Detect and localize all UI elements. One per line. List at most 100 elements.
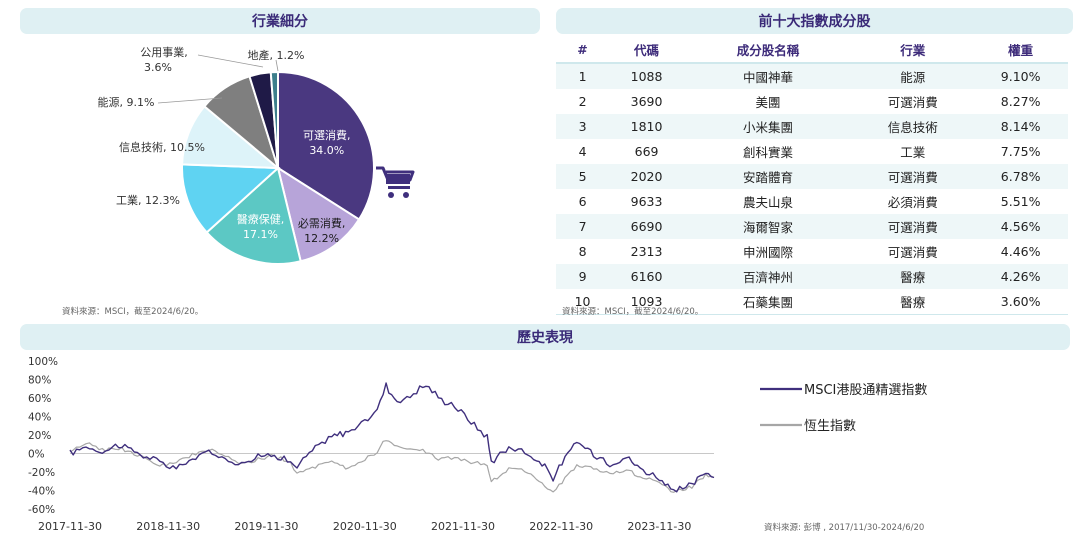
table-cell: 3690 — [630, 94, 663, 109]
table-cell: 4 — [578, 144, 587, 159]
table-cell: 8.14% — [973, 114, 1068, 139]
table-header-cell: 權重 — [973, 37, 1068, 64]
table-cell: 9 — [556, 264, 610, 289]
table-cell: 7 — [556, 214, 610, 239]
x-tick-label: 2021-11-30 — [431, 520, 495, 533]
table-cell: 工業 — [900, 145, 926, 160]
table-cell: 6.78% — [973, 164, 1068, 189]
industry-banner: 行業細分 — [20, 8, 540, 34]
table-header-cell: 行業 — [852, 37, 974, 64]
table-cell: 農夫山泉 — [743, 195, 794, 210]
pie-label-name-1: 必需消費, — [298, 216, 346, 230]
table-cell: 8 — [578, 244, 587, 259]
table-cell: 4.56% — [973, 214, 1068, 239]
legend-label-0: MSCI港股通精選指數 — [804, 383, 927, 398]
pie-slice-7 — [269, 70, 279, 169]
series-line-0 — [69, 382, 715, 493]
table-header-row: # 代碼 成分股名稱 行業 權重 — [556, 37, 1068, 64]
industry-pie-chart: 可選消費, 34.0% 必需消費, 12.2% 醫療保健, 17.1% 工業, 12.3% 信… — [98, 46, 415, 265]
y-tick-label: 0% — [28, 449, 45, 461]
shopping-cart-icon — [376, 166, 415, 198]
top10-title: 前十大指數成分股 — [758, 14, 871, 30]
table-cell: 百濟神州 — [684, 264, 853, 289]
table-cell: 6690 — [609, 214, 685, 239]
pie-leader-line-6 — [197, 54, 264, 68]
pie-label-3: 工業, 12.3% — [116, 194, 180, 207]
table-cell: 醫療 — [852, 289, 974, 315]
table-cell: 6160 — [609, 264, 685, 289]
top10-source: 資料來源：MSCI，截至2024/6/20。 — [562, 307, 704, 317]
table-cell: 小米集團 — [684, 114, 853, 139]
y-tick-label: 100% — [28, 356, 58, 368]
x-tick-label: 2023-11-30 — [627, 520, 691, 533]
table-cell: 3 — [556, 114, 610, 139]
table-row: 6 9633 農夫山泉 必須消費 5.51% — [556, 189, 1068, 214]
table-row: 2 3690 美團 可選消費 8.27% — [556, 89, 1068, 114]
table-body: 1 1088 中國神華 能源 9.10% 2 3690 美團 可選消費 8.27% 3 1810 小米集… — [556, 63, 1068, 315]
table-cell: 安踏體育 — [684, 164, 853, 189]
x-tick-label: 2018-11-30 — [136, 520, 200, 533]
table-cell: 5.51% — [1000, 194, 1041, 209]
top10-table: # 代碼 成分股名稱 行業 權重 1 1088 中國神華 能源 9.10% 2 3690 美團 可選消費… — [556, 37, 1068, 315]
table-cell: 海爾智家 — [684, 214, 853, 239]
y-tick-label: -40% — [28, 486, 55, 498]
table-cell: 申洲國際 — [743, 245, 794, 260]
x-tick-label: 2017-11-30 — [38, 520, 102, 533]
legend-label-1: 恆生指數 — [804, 419, 856, 434]
pie-label-4: 信息技術, 10.5% — [119, 140, 205, 154]
table-cell: 石藥集團 — [684, 289, 853, 315]
pie-slice-2 — [205, 166, 302, 265]
table-cell: 6 — [578, 194, 587, 209]
table-row: 3 1810 小米集團 信息技術 8.14% — [556, 114, 1068, 139]
table-row: 4 669 創科實業 工業 7.75% — [556, 139, 1068, 164]
table-row: 7 6690 海爾智家 可選消費 4.56% — [556, 214, 1068, 239]
pie-label-5: 能源, 9.1% — [98, 95, 155, 109]
top10-banner: 前十大指數成分股 — [556, 8, 1073, 34]
table-row: 10 1093 石藥集團 醫療 3.60% — [556, 289, 1068, 315]
table-cell: 必須消費 — [887, 195, 938, 210]
y-tick-label: 20% — [28, 430, 51, 442]
table-cell: 信息技術 — [852, 114, 974, 139]
table-cell: 8.27% — [1000, 94, 1041, 109]
history-banner: 歷史表現 — [20, 324, 1070, 350]
table-cell: 1 — [556, 63, 610, 89]
pie-label-value-1: 12.2% — [304, 232, 339, 245]
table-cell: 美團 — [755, 95, 781, 110]
y-tick-label: 80% — [28, 375, 51, 387]
industry-title: 行業細分 — [252, 14, 308, 30]
table-cell: 5 — [556, 164, 610, 189]
pie-label-name-6: 公用事業, — [140, 46, 188, 59]
pie-label-name-2: 醫療保健, — [237, 212, 285, 226]
table-header-cell: # — [556, 37, 610, 64]
table-cell: 2313 — [630, 244, 663, 259]
table-cell: 4.46% — [1000, 244, 1041, 259]
table-cell: 1810 — [609, 114, 685, 139]
pie-label-name-0: 可選消費, — [303, 128, 351, 142]
industry-source: 資料來源：MSCI，截至2024/6/20。 — [62, 307, 204, 317]
table-cell: 可選消費 — [852, 214, 974, 239]
pie-leader-line-7 — [275, 59, 279, 72]
series-line-1 — [69, 440, 715, 493]
table-row: 5 2020 安踏體育 可選消費 6.78% — [556, 164, 1068, 189]
table-cell: 醫療 — [852, 264, 974, 289]
table-row: 1 1088 中國神華 能源 9.10% — [556, 63, 1068, 89]
table-cell: 2020 — [609, 164, 685, 189]
x-tick-label: 2022-11-30 — [529, 520, 593, 533]
table-header-cell: 代碼 — [609, 37, 685, 64]
table-cell: 能源 — [852, 63, 974, 89]
table-row: 8 2313 申洲國際 可選消費 4.46% — [556, 239, 1068, 264]
table-header-cell: 成分股名稱 — [684, 37, 853, 64]
table-row: 9 6160 百濟神州 醫療 4.26% — [556, 264, 1068, 289]
x-tick-label: 2020-11-30 — [333, 520, 397, 533]
table-cell: 創科實業 — [743, 145, 794, 160]
y-tick-label: 40% — [28, 412, 51, 424]
history-line-chart: 100% 80% 60% 40% 20% 0% -20% -40% -60% 2017-11-30… — [28, 356, 927, 533]
table-cell: 3.60% — [973, 289, 1068, 315]
y-tick-label: 60% — [28, 393, 51, 405]
table-cell: 4.26% — [973, 264, 1068, 289]
table-cell: 可選消費 — [887, 95, 938, 110]
table-cell: 可選消費 — [887, 245, 938, 260]
history-source: 資料來源: 彭博 , 2017/11/30-2024/6/20 — [764, 523, 925, 533]
table-cell: 9633 — [630, 194, 663, 209]
x-tick-label: 2019-11-30 — [234, 520, 298, 533]
